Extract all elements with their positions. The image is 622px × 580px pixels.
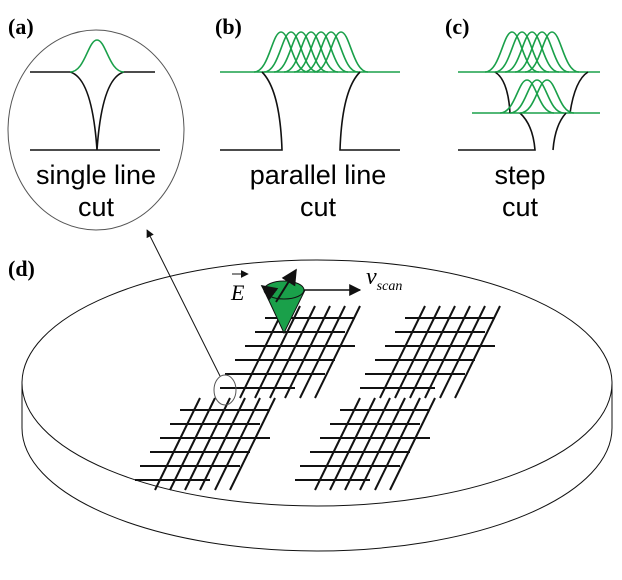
gaussian <box>510 80 564 113</box>
caption: parallel line <box>250 160 387 190</box>
gaussian <box>505 32 559 72</box>
caption: single line <box>36 160 156 190</box>
panel-label: (a) <box>8 14 34 39</box>
velocity-symbol: v <box>366 264 377 290</box>
field-label: E <box>230 280 245 305</box>
profile-b <box>220 32 400 150</box>
caption: cut <box>502 192 539 222</box>
panel-label: (b) <box>215 14 242 39</box>
caption: cut <box>300 192 337 222</box>
panel-label: (d) <box>8 256 35 281</box>
panel-label: (c) <box>445 14 469 39</box>
caption: step <box>494 160 545 190</box>
velocity-subscript: scan <box>377 279 403 294</box>
gaussian <box>520 80 574 113</box>
caption: cut <box>78 192 115 222</box>
figure: (a) single line cut (b) parallel line cu… <box>0 0 622 580</box>
profile-c <box>458 32 600 150</box>
profile-a <box>30 40 160 150</box>
wafer <box>22 260 612 551</box>
